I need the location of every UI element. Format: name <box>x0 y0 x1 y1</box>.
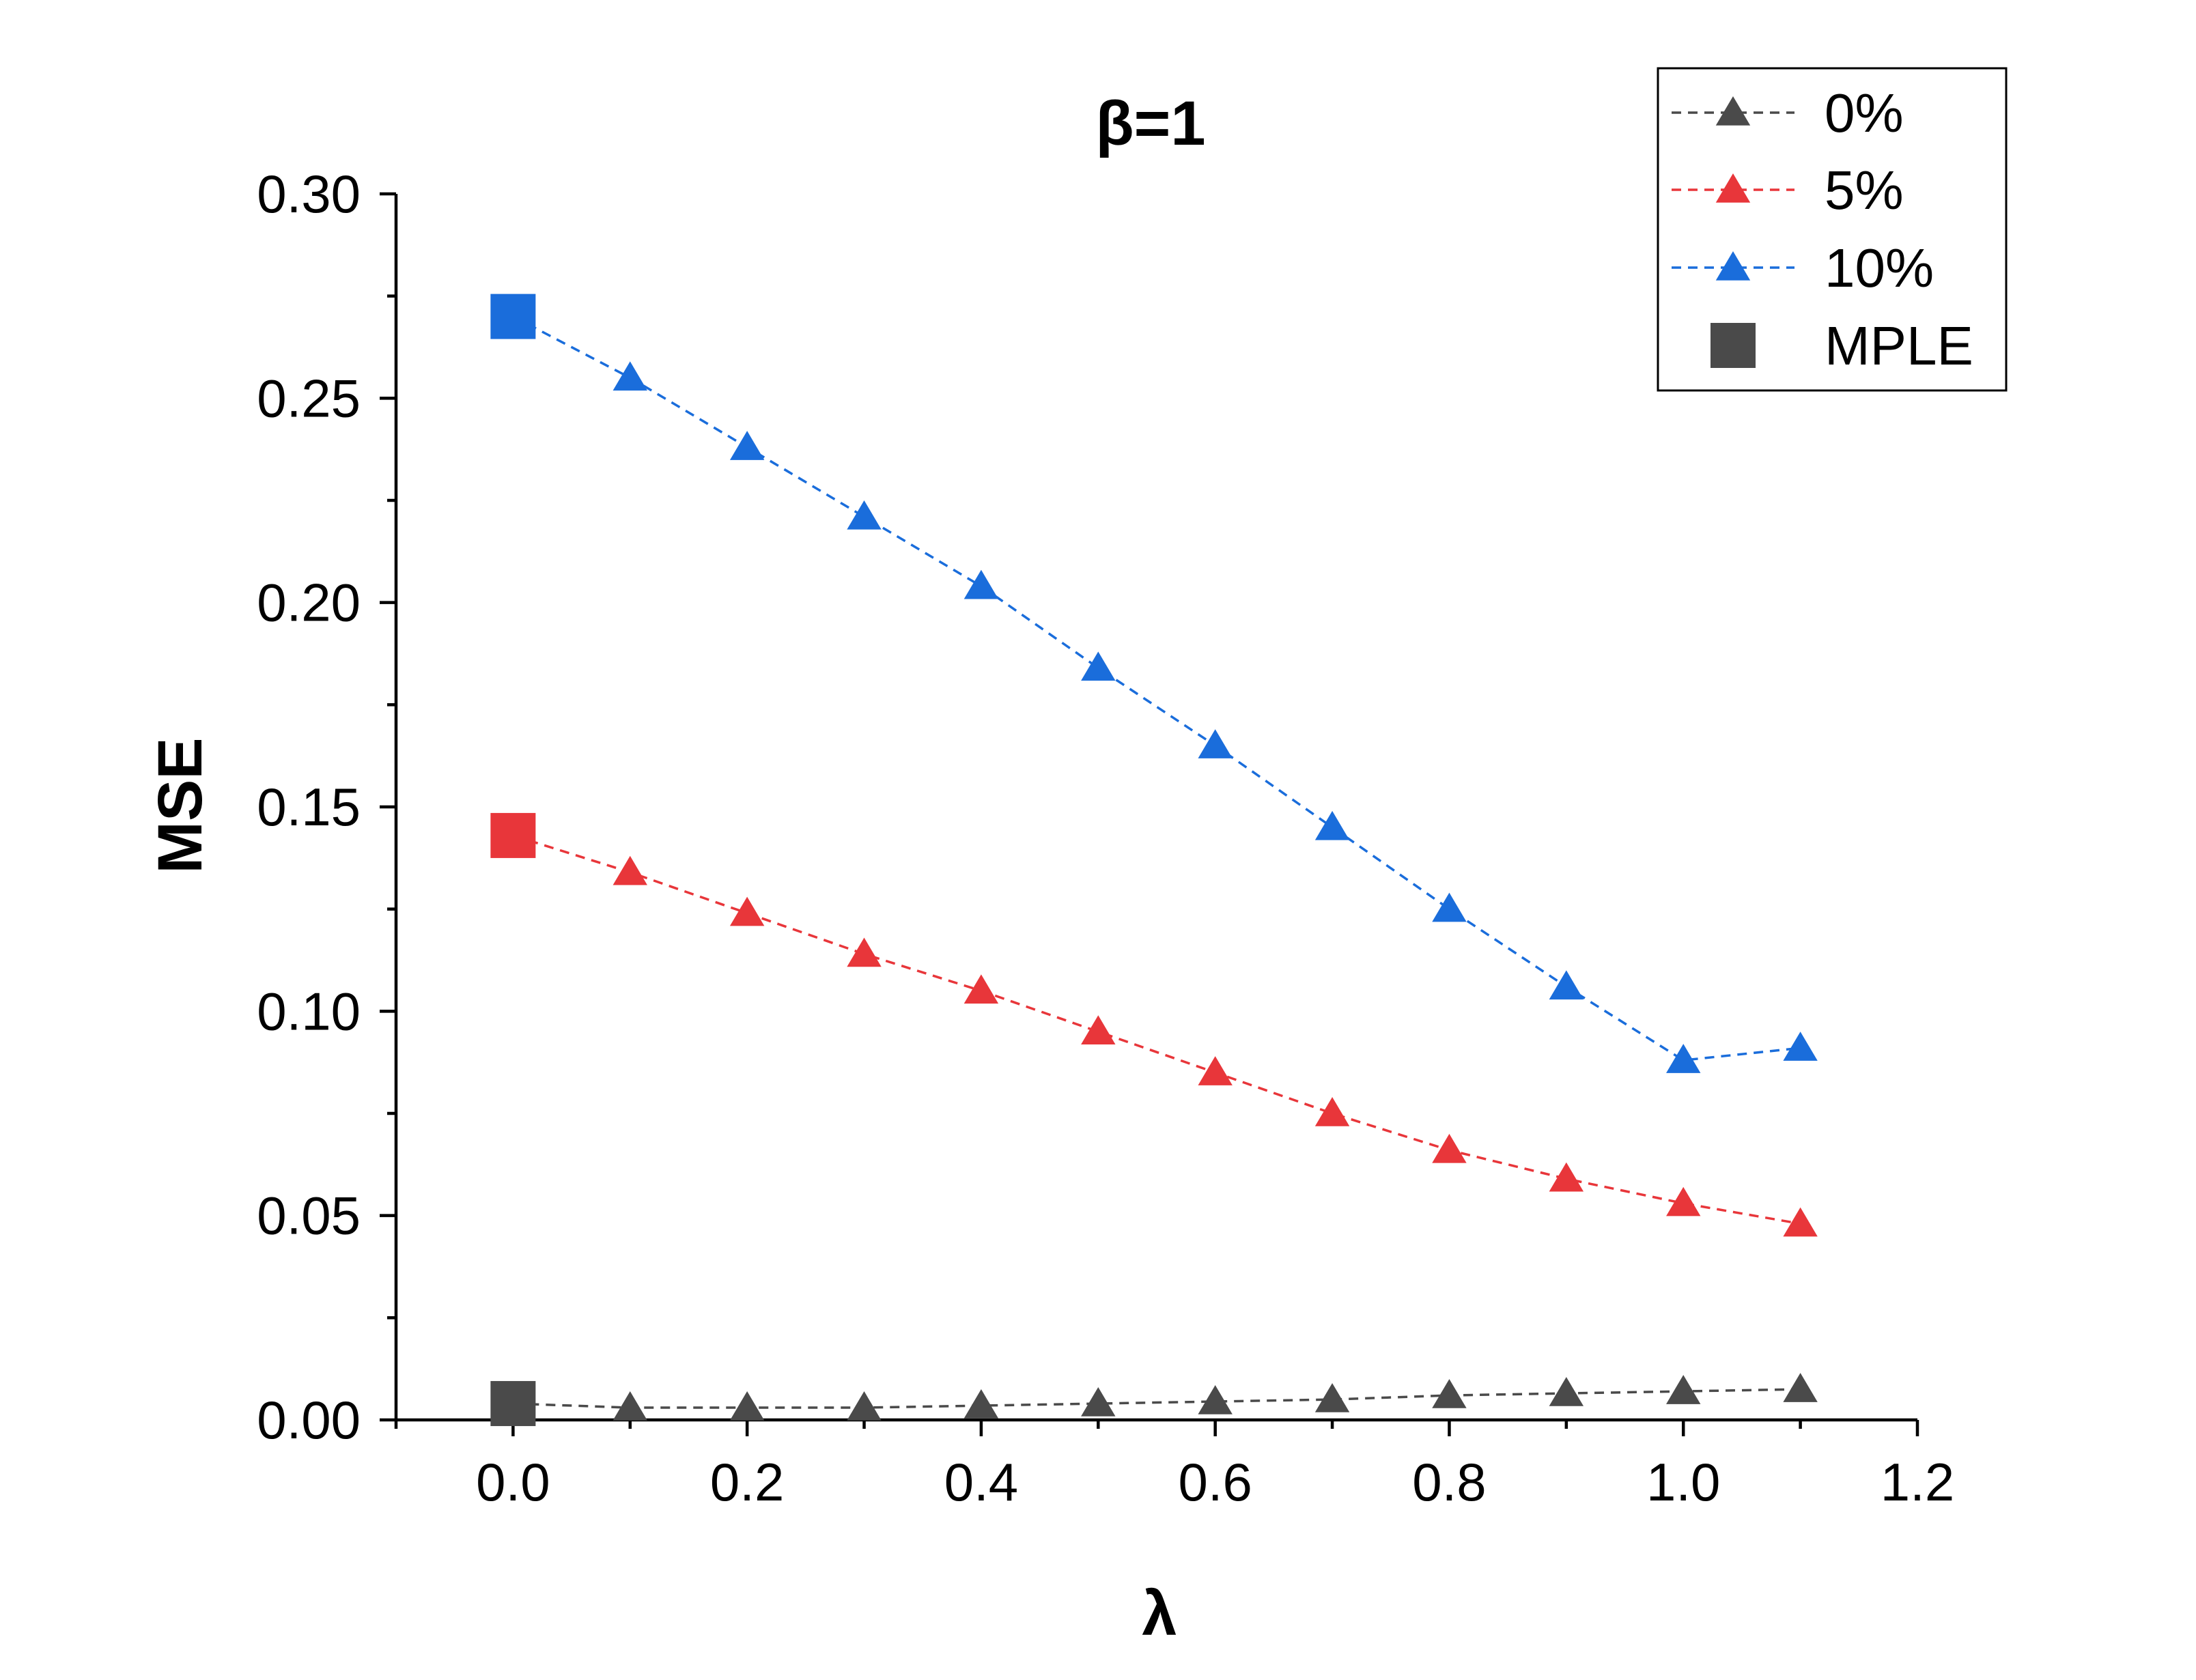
y-tick-label: 0.25 <box>257 368 361 428</box>
legend-label: 0% <box>1825 83 1904 143</box>
data-point <box>847 1391 882 1421</box>
data-point <box>1314 1383 1350 1412</box>
data-point <box>847 500 882 530</box>
legend-label: 10% <box>1825 238 1934 298</box>
legend-item-10%: 10% <box>1672 238 1934 298</box>
x-axis-title: λ <box>1142 1579 1177 1649</box>
series-line <box>513 1388 1801 1409</box>
y-tick-label: 0.05 <box>257 1186 361 1246</box>
legend-item-mple: MPLE <box>1711 315 1973 376</box>
data-point <box>613 361 647 391</box>
x-tick-label: 0.6 <box>1178 1452 1252 1512</box>
x-tick-label: 0.4 <box>944 1452 1018 1512</box>
y-tick-label: 0.00 <box>257 1390 361 1450</box>
data-point <box>1432 892 1467 922</box>
chart-title: β=1 <box>1095 89 1205 158</box>
mple-point <box>490 294 536 339</box>
legend-item-5%: 5% <box>1672 160 1904 220</box>
legend-label: MPLE <box>1825 315 1973 376</box>
series-5% <box>512 834 1818 1237</box>
y-tick-label: 0.20 <box>257 573 361 633</box>
data-point <box>1432 1379 1467 1408</box>
data-point <box>963 974 999 1004</box>
series-line <box>512 315 1801 1062</box>
data-point <box>1198 1056 1233 1085</box>
x-tick-label: 0.8 <box>1412 1452 1486 1512</box>
legend-marker <box>1711 323 1756 368</box>
data-point <box>1081 651 1116 681</box>
data-point <box>1314 1097 1350 1126</box>
legend-items: 0% 5% 10% MPLE <box>1672 83 1973 376</box>
data-point <box>1314 810 1350 840</box>
data-point <box>963 1389 999 1419</box>
y-tick-label: 0.10 <box>257 981 361 1041</box>
data-point <box>1198 729 1233 758</box>
data-point <box>1549 970 1584 1000</box>
data-point <box>1081 1015 1116 1044</box>
mple-point <box>490 1381 536 1427</box>
y-tick-label: 0.30 <box>257 164 361 224</box>
data-point <box>847 937 882 967</box>
data-point <box>1783 1207 1818 1237</box>
x-tick-label: 0.0 <box>476 1452 550 1512</box>
legend-marker <box>1715 251 1751 281</box>
data-point <box>1198 1385 1233 1414</box>
legend-marker <box>1715 96 1751 126</box>
x-tick-label: 1.2 <box>1881 1452 1954 1512</box>
series-layer <box>490 294 1818 1427</box>
x-tick-label: 1.0 <box>1646 1452 1720 1512</box>
data-point <box>1783 1373 1818 1402</box>
mple-points <box>490 294 536 1427</box>
y-tick-label: 0.15 <box>257 777 361 837</box>
legend-item-0%: 0% <box>1672 83 1904 143</box>
legend: 0% 5% 10% MPLE <box>1657 67 2008 392</box>
legend-marker <box>1715 173 1751 203</box>
data-point <box>613 855 647 885</box>
y-ticks: 0.00 0.05 0.10 0.15 0.20 0.25 0.30 <box>257 164 396 1450</box>
legend-label: 5% <box>1825 160 1904 220</box>
data-point <box>1549 1162 1584 1192</box>
series-10% <box>512 315 1818 1073</box>
mple-point <box>490 812 536 858</box>
data-point <box>613 1391 647 1421</box>
data-point <box>1666 1186 1701 1216</box>
data-point <box>729 431 765 460</box>
data-point <box>1549 1377 1584 1406</box>
data-point <box>1783 1031 1818 1061</box>
data-point <box>1432 1133 1467 1163</box>
series-line <box>512 834 1801 1225</box>
series-0% <box>513 1373 1818 1421</box>
y-axis-title: MSE <box>145 737 215 873</box>
data-point <box>729 896 765 926</box>
data-point <box>1081 1387 1116 1416</box>
data-point <box>729 1391 765 1421</box>
x-tick-label: 0.2 <box>710 1452 784 1512</box>
x-ticks: 0.0 0.2 0.4 0.6 0.8 1.0 1.2 <box>394 1420 1954 1512</box>
data-point <box>963 569 999 599</box>
data-point <box>1666 1044 1701 1073</box>
data-point <box>1666 1375 1701 1404</box>
